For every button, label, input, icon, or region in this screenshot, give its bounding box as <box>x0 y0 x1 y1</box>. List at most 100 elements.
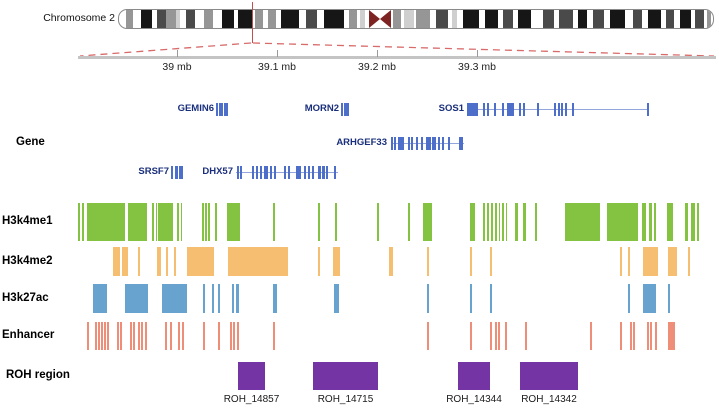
track-segment <box>122 247 128 276</box>
gene-body-line <box>236 171 338 173</box>
ideogram-band <box>436 10 448 28</box>
ruler-tick-label: 39 mb <box>162 61 192 73</box>
gene-name-label: ARHGEF33 <box>336 136 387 148</box>
ruler-bar <box>78 56 716 59</box>
gene-exon <box>647 102 649 116</box>
gene-exon <box>467 102 478 116</box>
roh-region-label: ROH_14342 <box>521 394 577 405</box>
track-segment <box>145 322 147 350</box>
track-segment <box>620 322 622 350</box>
ideogram-band <box>485 10 498 28</box>
ideogram-band <box>404 10 414 28</box>
gene-exon <box>554 102 556 116</box>
gene-name-label: SRSF7 <box>138 165 169 177</box>
track-segment <box>228 247 288 276</box>
track-segment <box>138 322 140 350</box>
gene-exon <box>171 165 173 179</box>
ideogram-band <box>543 10 554 28</box>
track-segment <box>515 203 518 241</box>
roh-track-label: ROH region <box>6 369 70 381</box>
track-segment <box>158 203 173 241</box>
track-segment <box>180 203 182 241</box>
track-segment <box>203 284 205 313</box>
gene-exon <box>391 136 393 150</box>
track-segment <box>182 322 184 350</box>
track-segment <box>318 203 320 241</box>
track-segment <box>82 203 84 241</box>
track-segment <box>95 322 97 350</box>
track-segment <box>113 247 120 276</box>
track-segment <box>125 284 148 313</box>
track-segment <box>236 284 239 313</box>
gene-exon <box>288 165 290 179</box>
zoom-connector-left <box>79 42 252 57</box>
track-segment <box>650 322 652 350</box>
track-segment <box>389 247 393 276</box>
track-segment <box>491 203 493 241</box>
track-segment <box>642 203 646 241</box>
track-segment <box>505 322 507 350</box>
track-segment <box>691 203 695 241</box>
track-segment <box>318 247 320 276</box>
ideogram-band <box>463 10 479 28</box>
zoom-region-marker <box>251 2 253 43</box>
gene-exon <box>394 136 396 150</box>
ideogram-band <box>416 10 430 28</box>
track-segment <box>157 247 161 276</box>
ideogram-band <box>578 10 587 28</box>
ideogram-band <box>695 10 704 28</box>
track-segment <box>155 203 157 241</box>
gene-name-label: MORN2 <box>304 102 339 114</box>
track-segment <box>98 322 100 350</box>
ideogram-band <box>255 10 263 28</box>
track-segment <box>333 247 340 276</box>
gene-exon <box>459 136 463 150</box>
track-segment <box>170 322 172 350</box>
ideogram-band <box>268 10 276 28</box>
gene-exon <box>416 136 418 150</box>
track-segment <box>128 203 147 241</box>
ideogram-band <box>157 10 166 28</box>
track-segment <box>643 284 656 313</box>
track-segment <box>107 322 109 350</box>
track-segment <box>655 322 657 350</box>
track-segment <box>87 322 89 350</box>
gene-exon <box>408 136 410 150</box>
gene-exon <box>274 165 276 179</box>
ideogram-band <box>503 10 513 28</box>
track-segment <box>668 322 675 350</box>
track-segment <box>87 203 125 241</box>
gene-exon <box>312 165 314 179</box>
track-label: H3k4me1 <box>2 215 53 227</box>
track-segment <box>232 284 234 313</box>
track-segment <box>166 247 168 276</box>
track-segment <box>470 284 472 313</box>
ideogram-band <box>666 10 674 28</box>
track-segment <box>117 322 119 350</box>
track-segment <box>177 203 179 241</box>
ideogram-band <box>360 10 365 28</box>
track-segment <box>215 203 217 241</box>
track-segment <box>187 247 214 276</box>
roh-region-box <box>520 362 578 390</box>
track-segment <box>334 284 339 313</box>
track-segment <box>628 284 630 313</box>
gene-exon <box>264 165 268 179</box>
track-segment <box>470 322 472 350</box>
ideogram-band <box>518 10 531 28</box>
gene-exon <box>334 165 336 179</box>
track-segment <box>490 322 492 350</box>
track-segment <box>495 322 497 350</box>
track-segment <box>470 203 475 241</box>
track-segment <box>218 322 220 350</box>
gene-exon <box>432 136 436 150</box>
gene-exon <box>565 102 567 116</box>
ideogram-band <box>126 10 133 28</box>
track-segment <box>212 284 214 313</box>
track-segment <box>208 203 210 241</box>
track-segment <box>685 203 688 241</box>
track-segment <box>152 203 154 241</box>
track-segment <box>205 203 207 241</box>
track-segment <box>697 203 699 241</box>
ideogram-band <box>393 10 401 28</box>
